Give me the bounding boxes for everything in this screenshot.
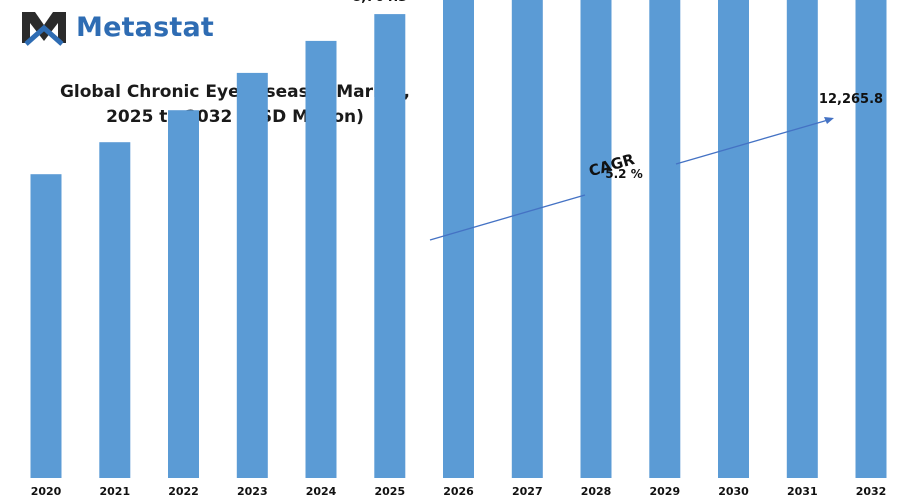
bar-2026	[443, 0, 474, 478]
x-tick-label-2031: 2031	[787, 485, 818, 498]
x-tick-label-2026: 2026	[443, 485, 474, 498]
cagr-arrow-line-left	[429, 194, 586, 241]
x-tick-label-2032: 2032	[856, 485, 887, 498]
bar-2023	[236, 72, 268, 479]
bar-2020	[30, 174, 62, 478]
x-tick-label-2028: 2028	[581, 485, 612, 498]
x-tick-label-2027: 2027	[512, 485, 543, 498]
data-label-2025: 8,704.3	[352, 0, 407, 5]
x-tick-label-2024: 2024	[306, 485, 337, 498]
data-label-2032: 12,265.8	[819, 92, 883, 107]
bar-2031	[786, 0, 818, 479]
cagr-arrowhead-icon	[824, 117, 834, 124]
brand-logo: Metastat	[20, 6, 214, 48]
x-tick-label-2023: 2023	[237, 485, 268, 498]
bar-2025	[374, 14, 406, 478]
x-tick-label-2030: 2030	[718, 485, 749, 498]
x-tick-label-2021: 2021	[99, 485, 130, 498]
bar-2029	[649, 0, 681, 478]
bar-2027	[511, 0, 543, 478]
x-tick-label-2029: 2029	[649, 485, 680, 498]
x-tick-label-2025: 2025	[374, 485, 405, 498]
bar-2022	[168, 110, 199, 478]
bar-2030	[718, 0, 749, 478]
bar-2032	[855, 0, 887, 478]
bar-2028	[580, 0, 612, 478]
bar-2024	[305, 40, 337, 479]
cagr-arrow-line-right	[675, 119, 829, 165]
bar-2021	[99, 142, 131, 478]
x-tick-label-2020: 2020	[31, 485, 62, 498]
brand-name: Metastat	[76, 11, 215, 43]
cagr-value: 5.2 %	[605, 167, 642, 181]
x-tick-label-2022: 2022	[168, 485, 199, 498]
metastat-logo-icon	[22, 12, 66, 46]
